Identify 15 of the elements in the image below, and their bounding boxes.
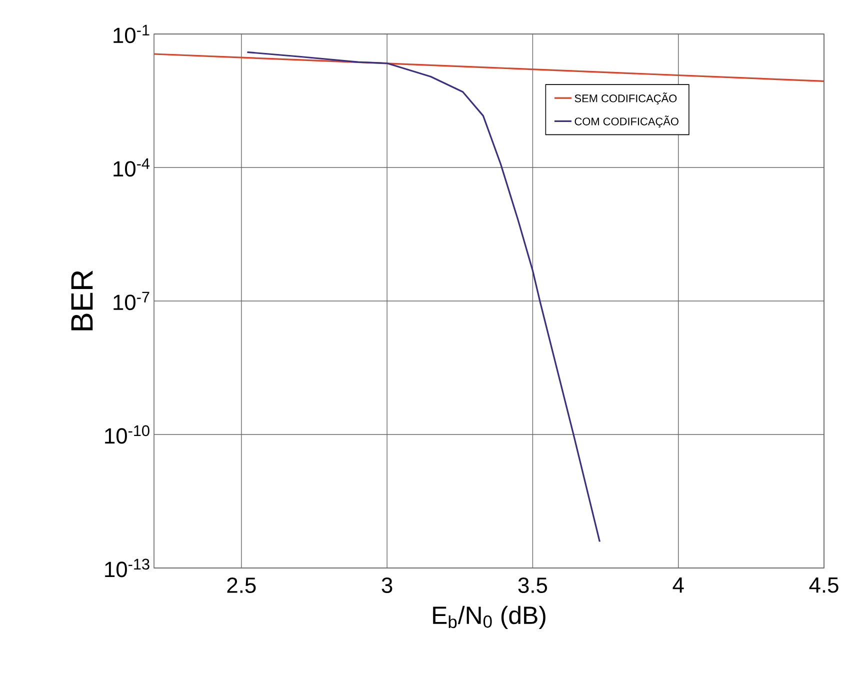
x-tick-label: 4 (672, 577, 684, 593)
y-tick-label: 10$^{-7}$ (114, 292, 150, 310)
y-tick-label: 10$^{-10}$ (105, 425, 150, 444)
x-axis-title: E$_{b}$/N$_{0}$ (dB) (433, 606, 546, 630)
x-tick-label: 3.5 (518, 577, 548, 594)
y-tick-label: 10$^{-4}$ (114, 158, 150, 177)
y-axis-title: BER (71, 270, 93, 330)
x-tick-label: 4.5 (809, 577, 838, 593)
x-tick-label: 2.5 (227, 577, 256, 594)
line-series (246, 51, 601, 542)
x-tick-label: 3 (382, 577, 392, 594)
y-tick-label: 10$^{-13}$ (105, 558, 150, 578)
legend-label: SEM CODIFICAÇÃO (574, 92, 677, 104)
legend-label: COM CODIFICAÇÃO (574, 116, 678, 128)
y-tick-label: 10$^{-1}$ (114, 24, 150, 44)
